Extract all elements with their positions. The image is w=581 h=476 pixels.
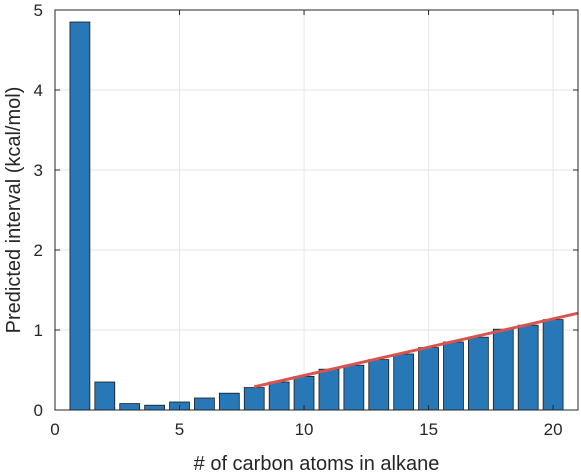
bar-11 bbox=[318, 368, 340, 411]
bar-2 bbox=[94, 381, 116, 411]
bar-7 bbox=[218, 392, 240, 411]
bar-20 bbox=[542, 319, 564, 411]
y-tick-label: 2 bbox=[34, 241, 43, 260]
x-axis-label: # of carbon atoms in alkane bbox=[194, 453, 440, 475]
bar-8 bbox=[243, 387, 265, 411]
y-axis-label: Predicted interval (kcal/mol) bbox=[3, 87, 25, 334]
x-tick-label: 20 bbox=[544, 420, 563, 439]
bar-3 bbox=[119, 403, 141, 411]
bar-13 bbox=[368, 359, 390, 411]
bars bbox=[69, 21, 564, 411]
bar-16 bbox=[443, 341, 464, 411]
bar-12 bbox=[343, 364, 365, 411]
bar-4 bbox=[144, 404, 165, 411]
ticks: 0 5 10 15 20 0 1 2 3 4 5 bbox=[34, 1, 578, 439]
y-tick-label: 3 bbox=[34, 161, 43, 180]
trend-line-group bbox=[253, 311, 579, 389]
trend-line bbox=[253, 311, 579, 389]
bar-17 bbox=[468, 336, 489, 411]
y-tick-label: 1 bbox=[34, 321, 43, 340]
y-tick-label: 0 bbox=[34, 401, 43, 420]
x-tick-label: 10 bbox=[295, 420, 314, 439]
y-tick-label: 5 bbox=[34, 1, 43, 20]
bar-9 bbox=[268, 381, 290, 411]
bar-18 bbox=[492, 328, 514, 411]
x-tick-label: 15 bbox=[419, 420, 438, 439]
x-tick-label: 0 bbox=[50, 420, 59, 439]
bar-15 bbox=[418, 347, 439, 411]
bar-19 bbox=[517, 324, 539, 411]
y-tick-label: 4 bbox=[34, 81, 43, 100]
plot-frame bbox=[54, 9, 579, 411]
x-tick-label: 5 bbox=[175, 420, 184, 439]
bar-1 bbox=[69, 21, 91, 411]
bar-6 bbox=[194, 397, 215, 411]
bar-10 bbox=[293, 375, 315, 411]
bar-14 bbox=[393, 353, 415, 411]
